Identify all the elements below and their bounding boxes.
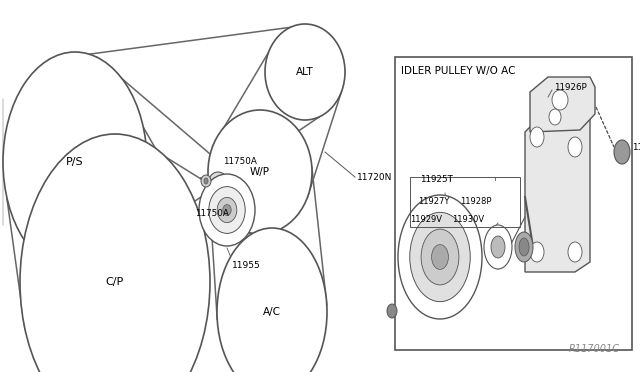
Text: R117001C: R117001C (569, 344, 620, 354)
Ellipse shape (6, 134, 143, 174)
Ellipse shape (484, 225, 512, 269)
Polygon shape (530, 77, 595, 132)
Ellipse shape (431, 245, 449, 269)
Text: 11720N: 11720N (357, 173, 392, 182)
Ellipse shape (223, 205, 231, 215)
Ellipse shape (3, 52, 147, 272)
Ellipse shape (217, 198, 237, 222)
Text: P/S: P/S (66, 157, 84, 167)
Ellipse shape (217, 228, 327, 372)
Ellipse shape (208, 172, 228, 196)
Ellipse shape (519, 238, 529, 256)
Ellipse shape (20, 134, 210, 372)
Text: IDLER PULLEY W/O AC: IDLER PULLEY W/O AC (401, 66, 515, 76)
Text: 11928P: 11928P (460, 198, 492, 206)
Ellipse shape (491, 236, 505, 258)
Ellipse shape (568, 137, 582, 157)
Text: A/C: A/C (263, 307, 281, 317)
Ellipse shape (199, 174, 255, 246)
Ellipse shape (421, 229, 459, 285)
Text: 11926P: 11926P (554, 83, 587, 92)
Text: 11930V: 11930V (452, 215, 484, 224)
Text: 11750A: 11750A (195, 209, 229, 218)
Ellipse shape (515, 232, 533, 262)
Ellipse shape (530, 242, 544, 262)
Text: 11925T: 11925T (420, 176, 453, 185)
Text: ALT: ALT (296, 67, 314, 77)
Text: 11929V: 11929V (410, 215, 442, 224)
Ellipse shape (25, 250, 205, 294)
Ellipse shape (398, 195, 482, 319)
Ellipse shape (204, 178, 208, 184)
Text: C/P: C/P (106, 277, 124, 287)
Text: W/P: W/P (250, 167, 270, 177)
Ellipse shape (265, 24, 345, 120)
Ellipse shape (614, 140, 630, 164)
Ellipse shape (568, 242, 582, 262)
Ellipse shape (201, 175, 211, 187)
Ellipse shape (530, 127, 544, 147)
Text: 11750A: 11750A (223, 157, 257, 167)
Text: 11955: 11955 (232, 260, 260, 269)
Polygon shape (525, 107, 590, 272)
Ellipse shape (209, 187, 245, 233)
Ellipse shape (410, 212, 470, 302)
Ellipse shape (552, 90, 568, 110)
Text: 11927Y: 11927Y (418, 198, 449, 206)
Ellipse shape (549, 109, 561, 125)
FancyBboxPatch shape (395, 57, 632, 350)
Text: 11916V: 11916V (632, 142, 640, 151)
Ellipse shape (387, 304, 397, 318)
Ellipse shape (208, 110, 312, 234)
